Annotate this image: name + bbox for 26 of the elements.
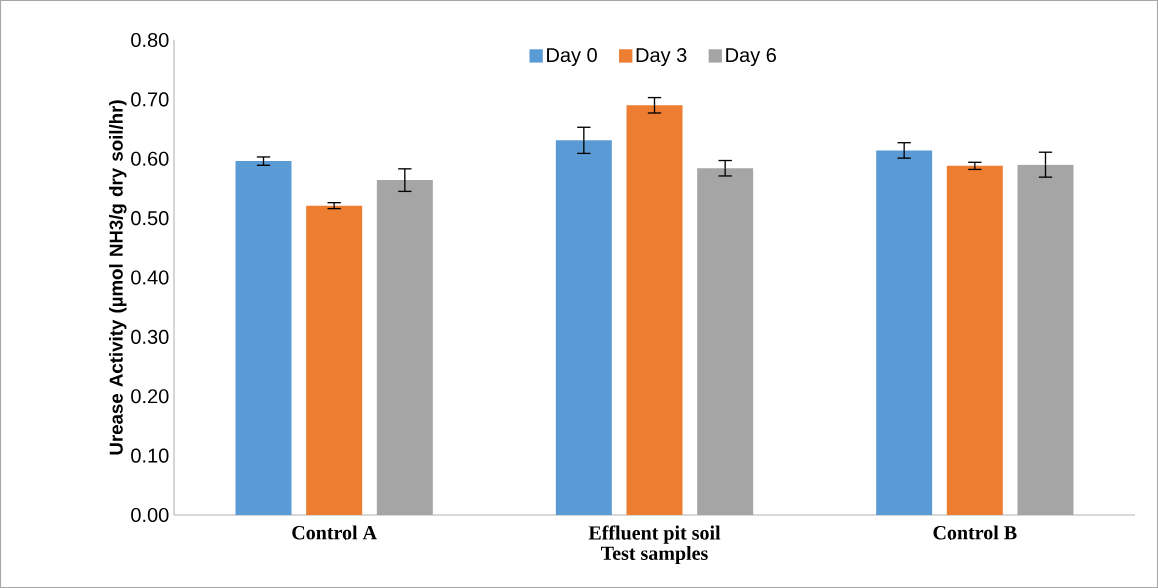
y-tick-label: 0.40	[131, 270, 169, 285]
bar	[306, 205, 363, 515]
y-tick-label: 0.10	[131, 448, 169, 463]
legend-label: Day 6	[726, 47, 776, 67]
x-tick-label: Effluent pit soil	[588, 525, 721, 544]
bar	[376, 180, 433, 515]
bar	[1017, 164, 1074, 515]
x-tick-label: Control A	[292, 525, 377, 540]
legend-label: Day 0	[547, 47, 597, 67]
y-axis-title: Urease Activity (µmol NH3/g dry soil/hr)	[109, 100, 127, 455]
y-tick-label: 0.00	[131, 507, 169, 523]
y-tick-label: 0.50	[131, 211, 169, 226]
bar	[555, 140, 612, 515]
bar	[946, 165, 1003, 515]
y-tick-label: 0.60	[131, 151, 169, 166]
y-tick-label: 0.70	[131, 92, 169, 107]
x-axis-title: Test samples	[601, 545, 708, 565]
x-tick-label: Control B	[933, 525, 1017, 540]
bar	[876, 150, 933, 515]
bar	[697, 168, 754, 515]
legend-label: Day 3	[636, 47, 687, 67]
y-tick-label: 0.20	[131, 389, 169, 404]
y-tick-label: 0.80	[131, 32, 169, 48]
bar	[235, 161, 292, 515]
y-tick-label: 0.30	[131, 329, 169, 344]
bar	[626, 105, 683, 515]
